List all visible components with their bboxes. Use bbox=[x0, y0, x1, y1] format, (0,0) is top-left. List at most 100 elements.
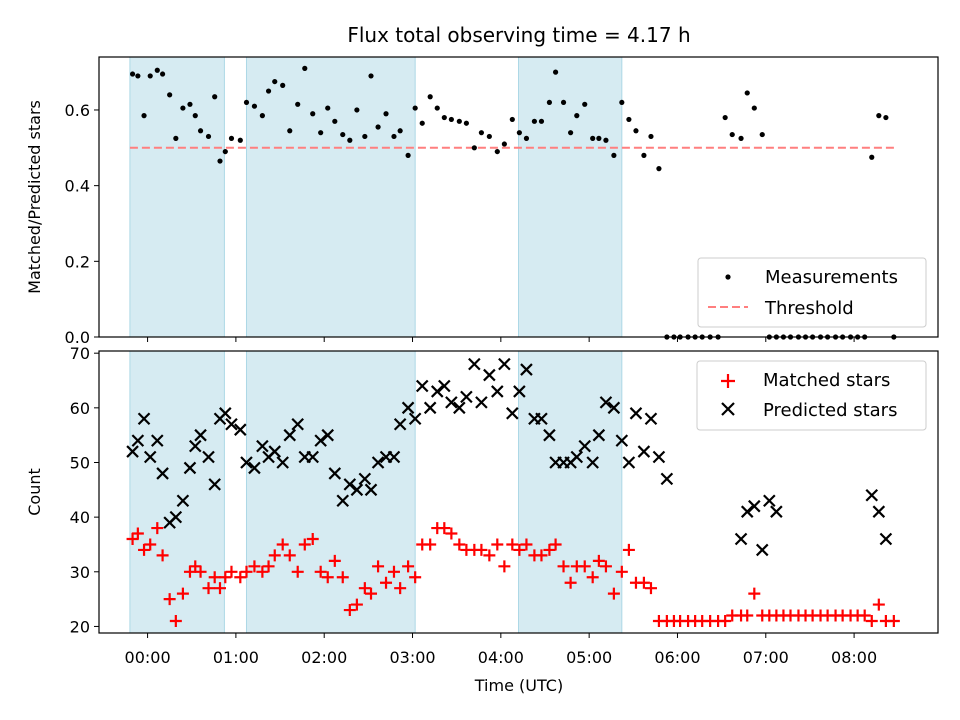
predicted-stars-point bbox=[586, 456, 599, 469]
legend-measurements-label: Measurements bbox=[765, 267, 898, 288]
bottom-axes-frame bbox=[98, 350, 939, 634]
predicted-stars-point bbox=[513, 385, 526, 398]
bottom-legend-frame bbox=[696, 360, 927, 431]
y-tick-label: 0.6 bbox=[65, 101, 90, 120]
matched-stars-point bbox=[622, 543, 635, 556]
predicted-stars-point bbox=[615, 434, 629, 447]
predicted-stars-point bbox=[415, 379, 429, 393]
measurements-point bbox=[738, 135, 744, 141]
measurements-point bbox=[405, 152, 411, 158]
matched-stars-point bbox=[219, 571, 232, 584]
predicted-stars-point bbox=[143, 450, 157, 464]
predicted-stars-point bbox=[770, 505, 783, 518]
predicted-stars-point bbox=[314, 434, 327, 447]
matched-stars-point bbox=[872, 598, 885, 611]
predicted-stars-point bbox=[401, 401, 415, 415]
predicted-stars-point bbox=[755, 543, 769, 557]
measurements-point bbox=[243, 99, 250, 106]
matched-stars-point bbox=[424, 538, 437, 551]
bottom-y-axis-label: Count bbox=[25, 468, 44, 516]
matched-stars-point bbox=[887, 614, 900, 627]
matched-stars-point bbox=[402, 560, 415, 573]
predicted-stars-point bbox=[535, 412, 548, 426]
predicted-stars-point bbox=[306, 450, 320, 464]
predicted-stars-point bbox=[644, 412, 658, 426]
matched-stars-point bbox=[262, 560, 275, 573]
measurements-point bbox=[509, 116, 515, 123]
top-legend: Measurements Threshold bbox=[697, 257, 927, 328]
matched-stars-point bbox=[189, 560, 202, 573]
matched-stars-point bbox=[183, 565, 196, 578]
predicted-stars-point bbox=[622, 456, 636, 469]
predicted-stars-point bbox=[637, 445, 651, 458]
measurements-point bbox=[744, 90, 750, 96]
measurements-point bbox=[212, 94, 218, 100]
matched-stars-point bbox=[268, 549, 281, 562]
matched-stars-point bbox=[483, 549, 496, 562]
y-tick-label: 40 bbox=[70, 508, 90, 527]
measurements-point bbox=[159, 71, 166, 77]
matched-stars-point bbox=[194, 565, 207, 578]
matched-stars-point bbox=[248, 560, 261, 573]
bottom-legend: Matched stars Predicted stars bbox=[696, 360, 927, 431]
matched-stars-point bbox=[615, 565, 628, 578]
measurements-point bbox=[478, 130, 485, 136]
matched-stars-point bbox=[607, 587, 620, 600]
measurements-point bbox=[332, 118, 338, 124]
y-tick-label: 60 bbox=[70, 399, 90, 418]
measurements-point bbox=[310, 111, 316, 117]
measurements-point bbox=[180, 105, 186, 111]
matched-stars-point bbox=[586, 571, 599, 584]
legend-matched-label: Matched stars bbox=[763, 370, 890, 391]
predicted-stars-point bbox=[629, 407, 643, 420]
measurements-point bbox=[228, 135, 235, 141]
matched-stars-point bbox=[438, 522, 451, 535]
legend-measurements-marker bbox=[725, 274, 731, 280]
matched-stars-point bbox=[498, 560, 511, 573]
matched-stars-point bbox=[564, 576, 577, 589]
x-tick-label: 00:00 bbox=[125, 648, 171, 667]
measurements-point bbox=[265, 88, 272, 94]
matched-stars-point bbox=[276, 538, 289, 551]
predicted-stars-point bbox=[256, 439, 269, 453]
matched-stars-point bbox=[865, 614, 878, 627]
matched-stars-point bbox=[291, 565, 304, 578]
x-tick-label: 01:00 bbox=[213, 648, 259, 667]
predicted-stars-point bbox=[592, 428, 606, 442]
matched-stars-point bbox=[234, 571, 247, 584]
legend-matched-marker bbox=[721, 374, 735, 388]
matched-stars-point bbox=[741, 609, 754, 622]
measurements-point bbox=[173, 135, 179, 141]
predicted-stars-point bbox=[748, 499, 761, 513]
y-tick-label: 0.4 bbox=[65, 177, 90, 196]
measurements-point bbox=[427, 94, 433, 100]
matched-stars-point bbox=[256, 565, 269, 578]
predicted-stars-point bbox=[740, 505, 754, 518]
count-panel: 20 30 40 50 60 70 00:00 01:00 02:00 03:00 04:00 05… bbox=[25, 344, 939, 695]
matched-stars-point bbox=[380, 576, 393, 589]
measurements-point bbox=[259, 113, 265, 119]
predicted-stars-point bbox=[872, 505, 886, 518]
measurements-point bbox=[129, 71, 136, 77]
matched-stars-point bbox=[520, 538, 533, 551]
matched-stars-point bbox=[557, 560, 570, 573]
measurements-point bbox=[412, 105, 418, 111]
legend-predicted-label: Predicted stars bbox=[763, 400, 897, 421]
matched-stars-point bbox=[599, 560, 612, 573]
measurements-point bbox=[192, 113, 198, 119]
predicted-stars-point bbox=[408, 412, 422, 426]
matched-stars-point bbox=[176, 587, 189, 600]
measurements-point bbox=[325, 105, 331, 111]
matched-stars-point bbox=[169, 614, 182, 627]
predicted-stars-point bbox=[607, 401, 621, 415]
predicted-stars-point bbox=[423, 401, 437, 415]
predicted-stars-point bbox=[430, 385, 444, 398]
matched-stars-point bbox=[535, 549, 548, 562]
measurements-point bbox=[471, 145, 477, 151]
predicted-stars-point bbox=[268, 445, 282, 458]
matched-stars-point bbox=[372, 560, 385, 573]
measurements-point bbox=[501, 141, 507, 147]
predicted-stars-point bbox=[137, 412, 151, 426]
predicted-stars-point bbox=[570, 450, 584, 464]
predicted-stars-point bbox=[393, 417, 407, 431]
